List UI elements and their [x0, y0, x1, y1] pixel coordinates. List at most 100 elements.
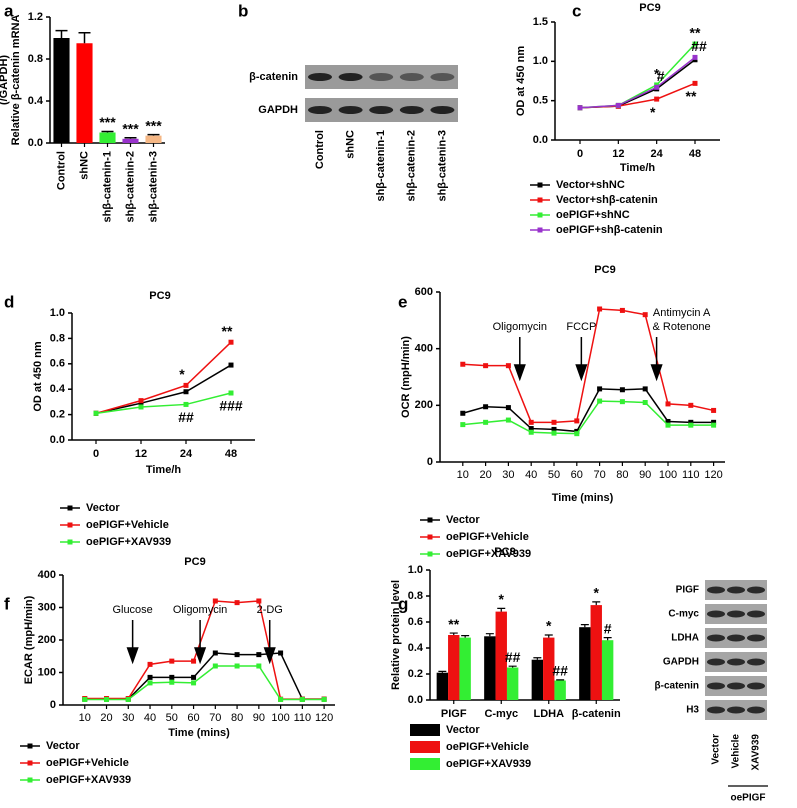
- y-tick-label: 300: [38, 601, 56, 613]
- y-tick-label: 0.0: [533, 134, 548, 146]
- blot-band: [338, 73, 363, 81]
- chart-title: PC9: [639, 2, 660, 14]
- chart-title: PC9: [494, 546, 515, 558]
- x-tick-label: 10: [457, 469, 469, 481]
- blot-band: [727, 658, 745, 666]
- significance: **: [448, 616, 459, 632]
- blot-lane-label: shNC: [345, 130, 357, 159]
- x-tick-label: 0: [93, 448, 99, 460]
- bar: [590, 605, 602, 700]
- point: [138, 404, 144, 410]
- blot-band: [727, 610, 745, 618]
- legend-marker: [427, 551, 433, 557]
- y-tick-label: 400: [38, 569, 56, 581]
- point: [256, 598, 262, 604]
- point: [228, 390, 234, 396]
- x-tick-label: 90: [253, 712, 265, 724]
- x-tick-label: β-catenin: [572, 708, 621, 720]
- x-tick-label: 80: [616, 469, 628, 481]
- blot-band: [747, 610, 765, 618]
- point: [692, 80, 698, 86]
- legend-marker: [27, 777, 33, 783]
- legend-marker: [67, 539, 73, 545]
- blot-band: [399, 73, 424, 81]
- point: [460, 410, 466, 416]
- x-tick-label: C-myc: [484, 708, 518, 720]
- x-axis-label: Time (mins): [168, 727, 230, 739]
- error-bar: [603, 637, 612, 641]
- point: [615, 102, 621, 108]
- blot-band: [727, 634, 745, 642]
- blot-row-label: GAPDH: [258, 104, 298, 116]
- blot-lane-label: Control: [314, 130, 326, 169]
- significance: *: [499, 591, 505, 607]
- significance: ###: [219, 398, 243, 414]
- legend-label: oePIGF+Vehicle: [86, 519, 169, 531]
- point: [183, 401, 189, 407]
- y-tick-label: 0.6: [408, 616, 423, 628]
- x-tick-label: 120: [704, 469, 722, 481]
- x-tick-label: 24: [180, 448, 193, 460]
- x-tick-label: Control: [55, 151, 67, 190]
- point: [711, 419, 717, 425]
- error-bar: [461, 635, 470, 638]
- y-tick-label: 0.2: [408, 668, 423, 680]
- legend-marker: [537, 212, 543, 218]
- x-tick-label: 10: [79, 712, 91, 724]
- y-axis-label: OD at 450 nm: [32, 341, 44, 412]
- legend-label: Vector: [46, 740, 80, 752]
- legend-label: Vector: [86, 502, 120, 514]
- error-bar: [438, 670, 447, 673]
- legend-marker: [67, 522, 73, 528]
- error-bar: [580, 624, 589, 628]
- blot-band: [399, 106, 424, 114]
- arrow: [650, 337, 663, 382]
- point: [104, 696, 110, 702]
- annotation: Antimycin A: [653, 307, 711, 319]
- blot-lane-label: shβ-catenin-3: [436, 130, 448, 202]
- y-tick-label: 0.0: [50, 434, 65, 446]
- x-tick-label: 20: [100, 712, 112, 724]
- annotation: Oligomycin: [493, 321, 547, 333]
- point: [169, 658, 175, 664]
- point: [125, 696, 131, 702]
- series-line: [95, 341, 232, 415]
- blot-band: [727, 706, 745, 714]
- point: [574, 418, 580, 424]
- point: [528, 426, 534, 432]
- annotation: 2-DG: [257, 604, 283, 616]
- error-bar: [497, 607, 506, 612]
- error-bar: [592, 601, 601, 606]
- blot-row-label: β-catenin: [249, 71, 298, 83]
- legend-label: Vector+shNC: [556, 179, 625, 191]
- annotation: & Rotenone: [653, 321, 711, 333]
- blot-band: [727, 586, 745, 594]
- point: [93, 410, 99, 416]
- blot-band: [308, 73, 332, 81]
- blot-lane-label: shβ-catenin-2: [406, 130, 418, 202]
- blot-band: [707, 658, 725, 666]
- point: [321, 696, 327, 702]
- point: [505, 405, 511, 411]
- blot-band: [369, 73, 394, 81]
- bar: [459, 637, 471, 700]
- legend-marker: [427, 517, 433, 523]
- point: [597, 386, 603, 392]
- error-bar: [101, 130, 114, 133]
- series-line: [95, 364, 232, 415]
- point: [278, 650, 284, 656]
- point: [551, 430, 557, 436]
- significance: ##: [691, 38, 707, 54]
- point: [688, 422, 694, 428]
- point: [642, 386, 648, 392]
- x-tick-label: 20: [479, 469, 491, 481]
- legend-swatch: [410, 758, 440, 770]
- panel-letter: a: [4, 1, 14, 20]
- point: [234, 600, 240, 606]
- bar: [506, 667, 519, 700]
- blot-lane-label: shβ-catenin-1: [375, 130, 387, 202]
- y-tick-label: 0.4: [28, 95, 44, 107]
- point: [528, 419, 534, 425]
- blot-band: [707, 610, 725, 618]
- y-tick-label: 0: [50, 699, 56, 711]
